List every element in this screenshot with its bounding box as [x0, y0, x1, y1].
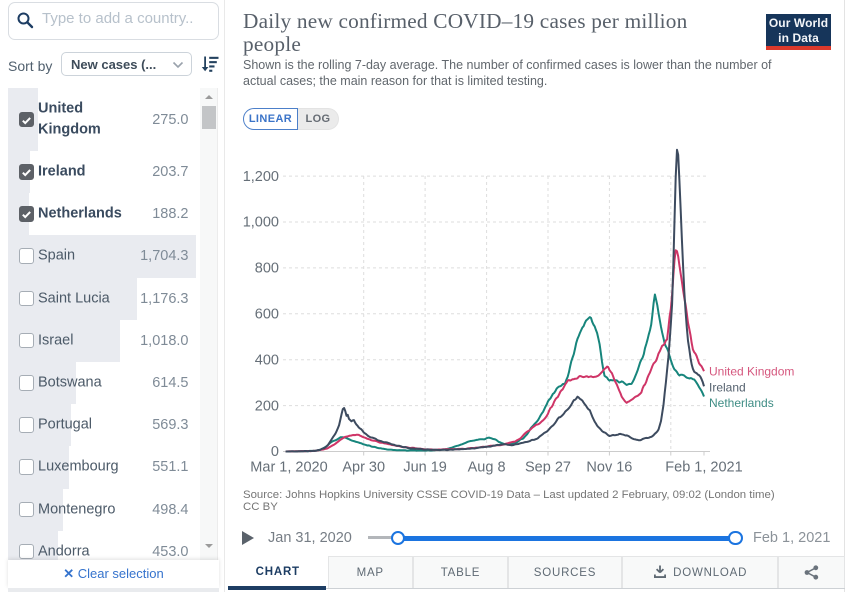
- svg-text:Nov 16: Nov 16: [586, 460, 632, 476]
- svg-text:Netherlands: Netherlands: [709, 396, 774, 410]
- svg-text:400: 400: [255, 352, 279, 368]
- svg-text:Sep 27: Sep 27: [525, 460, 571, 476]
- svg-text:200: 200: [255, 398, 279, 414]
- svg-text:1,000: 1,000: [243, 215, 279, 231]
- svg-text:Aug 8: Aug 8: [468, 460, 506, 476]
- svg-text:600: 600: [255, 307, 279, 323]
- svg-text:Jun 19: Jun 19: [403, 460, 447, 476]
- svg-text:United Kingdom: United Kingdom: [709, 364, 794, 378]
- svg-text:800: 800: [255, 261, 279, 277]
- svg-text:Feb 1, 2021: Feb 1, 2021: [665, 460, 742, 476]
- svg-text:Mar 1, 2020: Mar 1, 2020: [250, 460, 327, 476]
- svg-text:0: 0: [271, 444, 279, 460]
- svg-text:1,200: 1,200: [243, 169, 279, 185]
- svg-text:Ireland: Ireland: [709, 381, 746, 395]
- svg-text:Apr 30: Apr 30: [342, 460, 385, 476]
